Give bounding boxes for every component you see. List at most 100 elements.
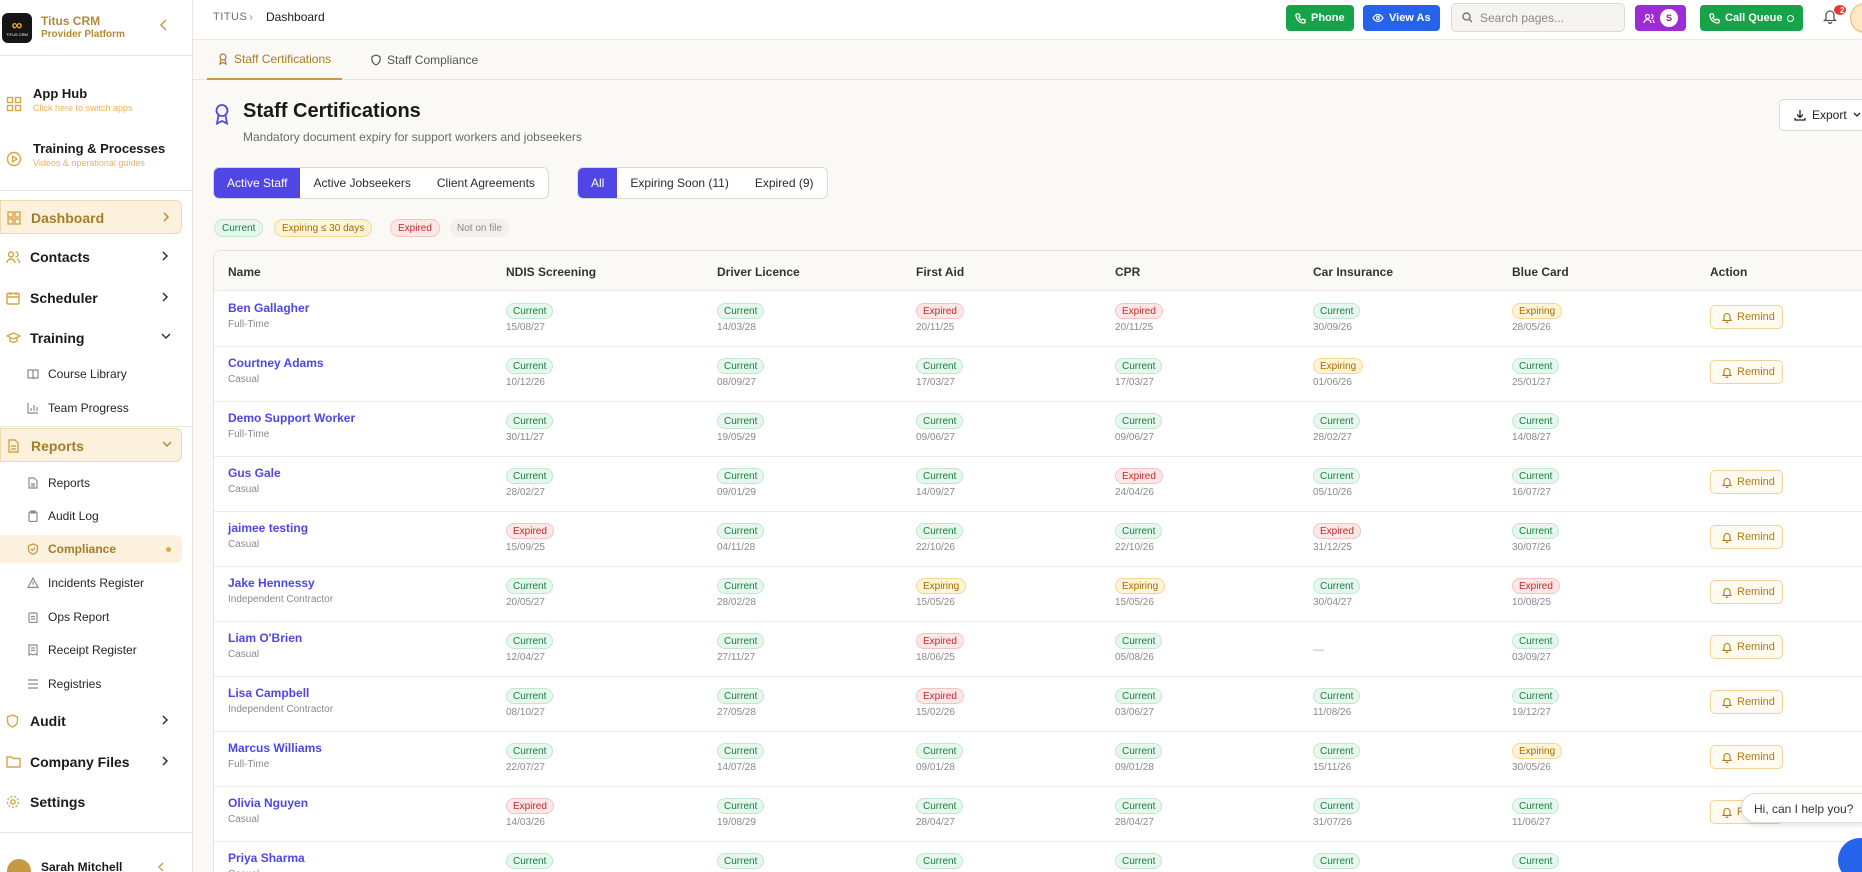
table-header: Name NDIS Screening Driver Licence First… xyxy=(214,251,1862,291)
table-row: Jake Hennessy Independent Contractor Curre… xyxy=(214,567,1862,622)
view-as-button[interactable]: View As xyxy=(1363,5,1440,31)
staff-name-link[interactable]: jaimee testing xyxy=(228,521,309,535)
remind-button[interactable]: Remind xyxy=(1710,635,1783,659)
cert-cell-first-aid: Current 14/09/27 xyxy=(916,466,964,498)
nav-audit[interactable]: Audit xyxy=(0,704,182,738)
call-queue-button[interactable]: Call Queue xyxy=(1700,5,1804,31)
phone-button-label: Phone xyxy=(1311,12,1345,24)
cert-cell-cpr: Expiring 15/05/26 xyxy=(1115,576,1166,608)
filter-expired[interactable]: Expired (9) xyxy=(754,176,814,190)
tab-staff-compliance[interactable]: Staff Compliance xyxy=(371,40,478,80)
remind-button-label: Remind xyxy=(1737,531,1775,543)
filter-all[interactable]: All xyxy=(578,168,618,198)
expiry-date: 30/09/26 xyxy=(1313,322,1352,333)
filter-expiring-soon[interactable]: Expiring Soon (11) xyxy=(630,176,729,190)
status-badge: Expiring xyxy=(1313,358,1364,374)
staff-name-link[interactable]: Liam O'Brien xyxy=(228,631,303,645)
collapse-sidebar-icon[interactable] xyxy=(159,19,168,31)
nav-compliance[interactable]: Compliance xyxy=(0,535,182,563)
staff-name-link[interactable]: Olivia Nguyen xyxy=(228,796,309,810)
search-input[interactable]: Search pages... xyxy=(1451,3,1625,32)
nav-reports-list[interactable]: Reports xyxy=(0,469,182,497)
nav-course-library[interactable]: Course Library xyxy=(0,360,182,388)
staff-name-link[interactable]: Priya Sharma xyxy=(228,851,305,865)
remind-button[interactable]: Remind xyxy=(1710,525,1783,549)
remind-button[interactable]: Remind xyxy=(1710,580,1783,604)
remind-button[interactable]: Remind xyxy=(1710,745,1783,769)
nav-incidents-register[interactable]: Incidents Register xyxy=(0,569,182,597)
expiry-date: 15/09/25 xyxy=(506,542,545,553)
staff-name-link[interactable]: Courtney Adams xyxy=(228,356,324,370)
nav-scheduler[interactable]: Scheduler xyxy=(0,281,182,315)
nav-settings[interactable]: Settings xyxy=(0,785,182,819)
nav-receipt-register[interactable]: Receipt Register xyxy=(0,636,182,664)
cert-cell-driver-licence: Current 04/11/28 xyxy=(717,521,765,553)
employment-type: Full-Time xyxy=(228,759,270,770)
filter-active-staff[interactable]: Active Staff xyxy=(214,168,301,198)
titus-logo[interactable]: ∞ TITUS CRM xyxy=(2,13,32,43)
cert-cell-driver-licence: Current 27/05/28 xyxy=(717,686,765,718)
remind-button-label: Remind xyxy=(1737,366,1775,378)
nav-contacts-label: Contacts xyxy=(30,249,90,265)
remind-button-label: Remind xyxy=(1737,311,1775,323)
staff-name-link[interactable]: Jake Hennessy xyxy=(228,576,315,590)
tab-staff-certifications[interactable]: Staff Certifications xyxy=(207,40,343,80)
app-hub-link[interactable]: App Hub Click here to switch apps xyxy=(0,82,192,132)
bell-icon xyxy=(1722,587,1732,598)
chevron-left-icon xyxy=(157,862,165,872)
team-users-button[interactable]: S xyxy=(1635,5,1686,31)
training-processes-link[interactable]: Training & Processes Videos & operationa… xyxy=(0,137,192,187)
status-badge: Current xyxy=(506,688,554,704)
remind-button[interactable]: Remind xyxy=(1710,690,1783,714)
nav-company-files[interactable]: Company Files xyxy=(0,745,182,779)
cert-cell-car-insurance: — xyxy=(1313,631,1324,656)
status-badge: Current xyxy=(1115,523,1163,539)
remind-button[interactable]: Remind xyxy=(1710,305,1783,329)
breadcrumb-root[interactable]: TITUS xyxy=(213,11,248,23)
nav-registries[interactable]: Registries xyxy=(0,670,182,698)
filter-active-jobseekers[interactable]: Active Jobseekers xyxy=(313,176,411,190)
status-badge: Current xyxy=(1313,303,1361,319)
employment-type: Independent Contractor xyxy=(228,704,334,715)
staff-name-link[interactable]: Marcus Williams xyxy=(228,741,322,755)
staff-name-link[interactable]: Lisa Campbell xyxy=(228,686,310,700)
staff-name-link[interactable]: Gus Gale xyxy=(228,466,281,480)
export-button[interactable]: Export xyxy=(1779,99,1862,131)
chevron-right-icon xyxy=(161,292,169,302)
nav-team-progress[interactable]: Team Progress xyxy=(0,394,182,422)
remind-button[interactable]: Remind xyxy=(1710,470,1783,494)
group-filter: Active Staff Active Jobseekers Client Ag… xyxy=(213,167,549,199)
staff-name-link[interactable]: Demo Support Worker xyxy=(228,411,356,425)
bar-chart-icon xyxy=(27,402,39,414)
expiry-date: 09/01/28 xyxy=(1115,762,1154,773)
play-circle-icon xyxy=(6,151,22,167)
nav-ops-report[interactable]: Ops Report xyxy=(0,603,182,631)
expiry-date: 28/02/27 xyxy=(1313,432,1352,443)
avatar[interactable] xyxy=(1850,3,1862,33)
chevron-right-icon xyxy=(161,251,169,261)
col-ndis-screening: NDIS Screening xyxy=(506,265,597,279)
nav-reports[interactable]: Reports xyxy=(0,428,182,462)
staff-name-link[interactable]: Ben Gallagher xyxy=(228,301,310,315)
nav-training[interactable]: Training xyxy=(0,321,182,355)
nav-audit-log[interactable]: Audit Log xyxy=(0,502,182,530)
status-badge: Current xyxy=(916,743,964,759)
expiry-date: 15/02/26 xyxy=(916,707,955,718)
status-badge: Expired xyxy=(1512,578,1560,594)
user-profile[interactable]: Sarah Mitchell xyxy=(0,855,192,872)
status-badge: Current xyxy=(717,853,765,869)
shield-check-icon xyxy=(27,543,39,555)
cert-cell-car-insurance: Expiring 01/06/26 xyxy=(1313,356,1364,388)
status-badge: Current xyxy=(717,633,765,649)
expiry-date: 03/06/27 xyxy=(1115,707,1154,718)
nav-dashboard[interactable]: Dashboard xyxy=(0,200,182,234)
nav-contacts[interactable]: Contacts xyxy=(0,240,182,274)
phone-button[interactable]: Phone xyxy=(1286,5,1354,31)
chat-prompt[interactable]: Hi, can I help you? xyxy=(1741,793,1862,823)
notifications-button[interactable]: 2 xyxy=(1823,4,1847,24)
filter-client-agreements[interactable]: Client Agreements xyxy=(436,176,535,190)
expiry-date: 12/04/27 xyxy=(506,652,545,663)
employment-type: Independent Contractor xyxy=(228,594,334,605)
remind-button[interactable]: Remind xyxy=(1710,360,1783,384)
cert-cell-first-aid: Expired 20/11/25 xyxy=(916,301,964,333)
